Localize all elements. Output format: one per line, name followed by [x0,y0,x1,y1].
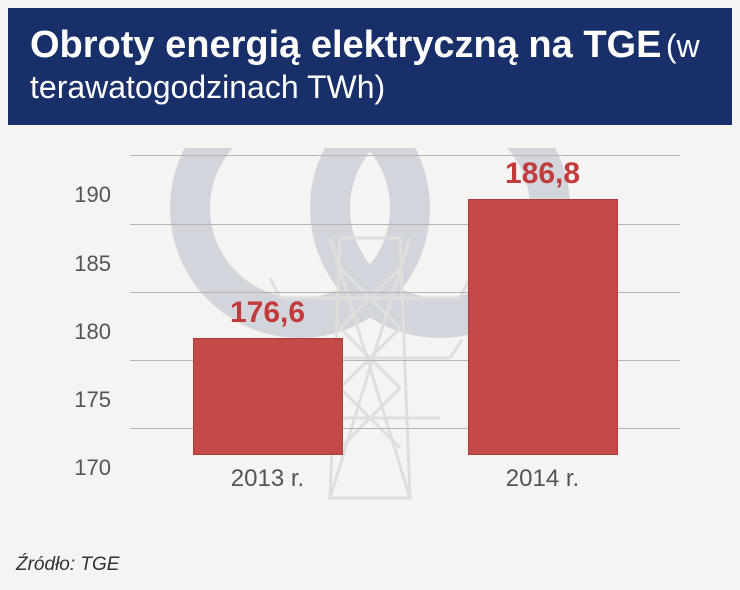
y-tick-label: 175 [60,387,125,413]
bar-group: 186,8 [468,157,618,455]
bar-value-label: 186,8 [505,157,580,191]
y-tick: 175 [60,387,125,413]
y-tick-label: 170 [60,455,125,481]
y-tick: 190 [60,182,125,208]
source-line: Źródło: TGE [16,554,119,576]
bar [468,199,618,455]
x-label: 2013 r. [193,465,343,493]
plot-area: 176,6 186,8 [130,155,680,455]
chart-title-banner: Obroty energią elektryczną na TGE (w ter… [8,8,732,125]
chart-title: Obroty energią elektryczną na TGE [30,24,661,66]
x-axis-labels: 2013 r. 2014 r. [130,465,680,493]
y-tick: 185 [60,251,125,277]
y-tick-label: 190 [60,182,125,208]
bar-value-label: 176,6 [230,296,305,330]
bar-group: 176,6 [193,296,343,455]
x-label: 2014 r. [468,465,618,493]
bar [193,338,343,455]
y-tick-label: 185 [60,251,125,277]
y-tick-label: 180 [60,319,125,345]
y-tick: 180 [60,319,125,345]
y-tick: 170 [60,455,125,481]
chart-area: 170 175 180 185 190 176,6 186,8 2013 r. 2014 r… [60,155,680,495]
